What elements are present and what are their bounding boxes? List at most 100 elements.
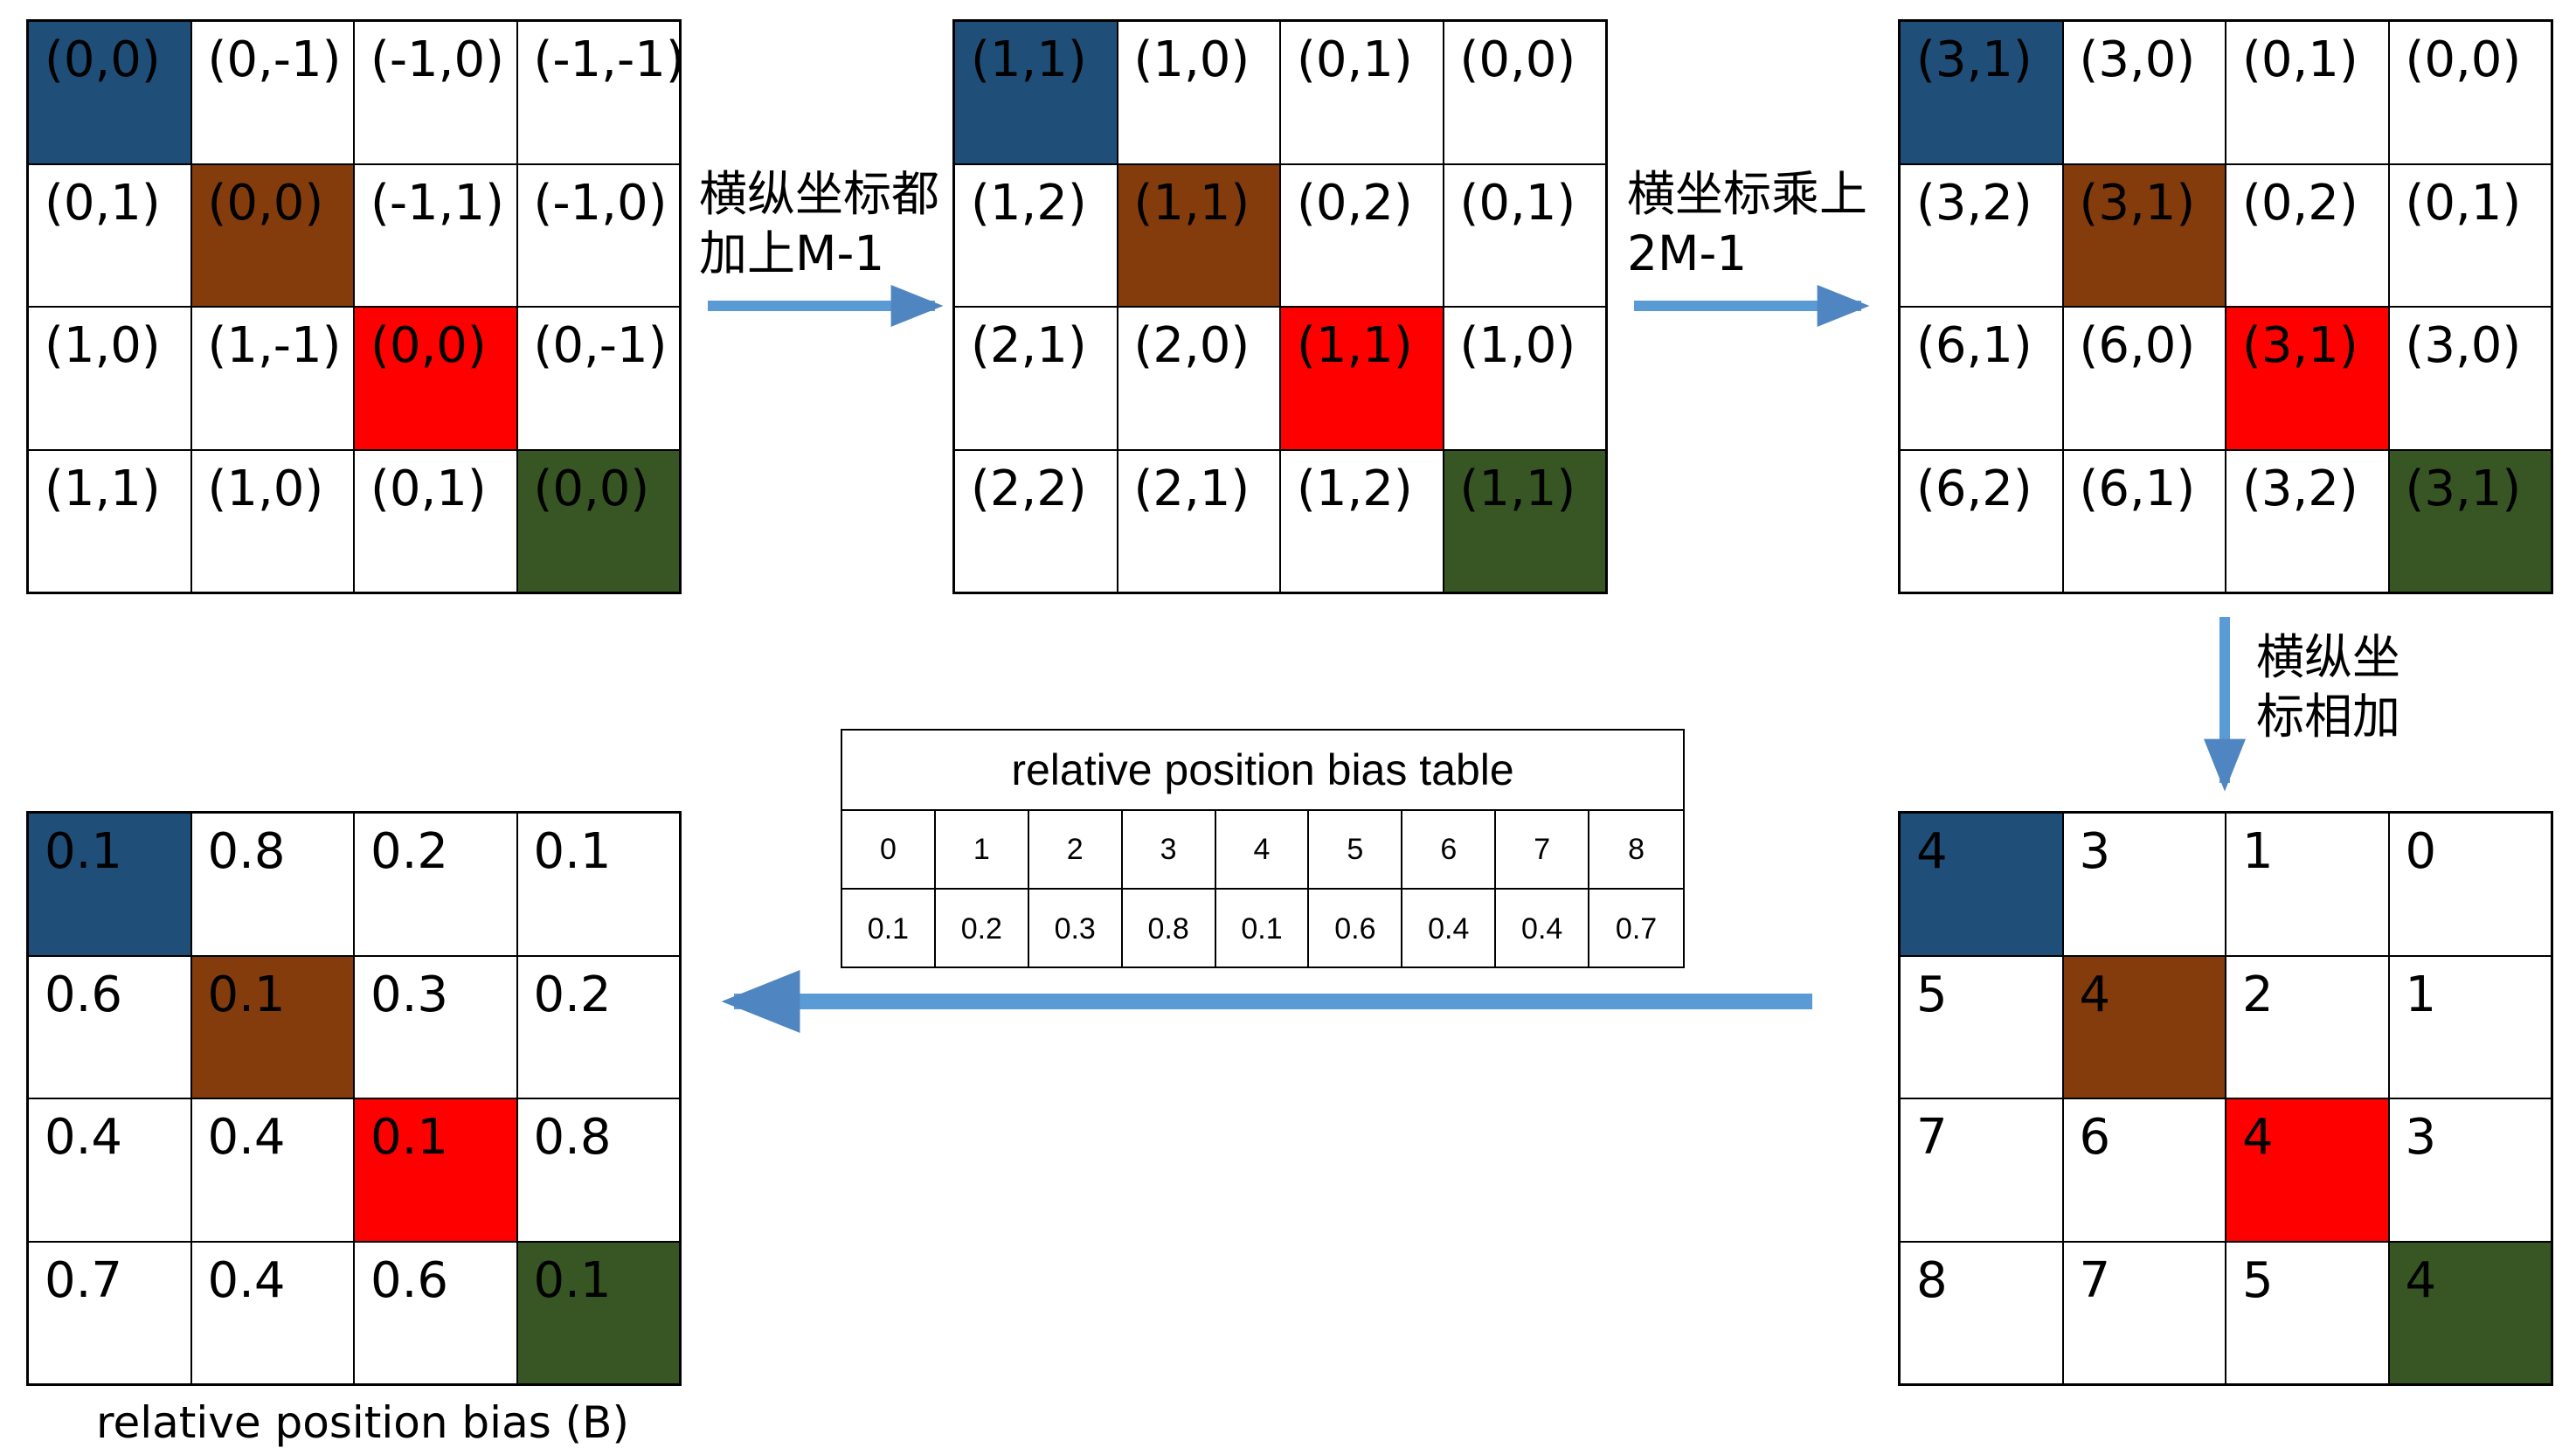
grid-cell-value: (2,1) — [1133, 460, 1250, 517]
step-label-line: 2M-1 — [1627, 225, 1748, 281]
grid-cell: (-1,1) — [354, 163, 517, 307]
grid-cell-value: (6,1) — [1916, 317, 2032, 374]
index-grid: 4 3 1 0 5 4 2 1 7 6 4 3 8 7 5 4 — [1898, 811, 2553, 1386]
grid-cell-value: (3,1) — [2242, 317, 2358, 374]
grid-cell-value: (-1,0) — [533, 174, 668, 232]
grid-cell-value: (3,0) — [2079, 31, 2196, 88]
grid-cell-value: 0.1 — [533, 823, 612, 880]
grid-cell-value: (0,1) — [370, 460, 487, 517]
grid-cell-value: 7 — [1916, 1109, 1948, 1166]
grid-cell-value: (2,2) — [971, 460, 1087, 517]
grid-cell-value: 4 — [2079, 966, 2111, 1023]
grid-cell: (1,-1) — [190, 307, 354, 450]
grid-cell: 5 — [1900, 955, 2063, 1098]
grid-cell: (0,1) — [2226, 21, 2389, 164]
grid-cell-value: 0.2 — [370, 823, 449, 880]
grid-cell: 5 — [2226, 1241, 2389, 1384]
grid-cell-value: (0,0) — [533, 460, 650, 517]
grid-cell: 1 — [2388, 955, 2552, 1098]
grid-cell: (3,1) — [2062, 163, 2226, 307]
grid-cell: (3,1) — [2388, 449, 2552, 592]
grid-cell: 1 — [2226, 813, 2389, 956]
grid-cell-value: (6,2) — [1916, 460, 2032, 517]
grid-cell: 0.8 — [516, 1098, 680, 1242]
grid-cell-value: 0 — [2405, 823, 2437, 880]
grid-cell: (2,2) — [954, 449, 1118, 592]
bias-table-index: 8 — [1628, 832, 1645, 866]
grid-cell-value: (3,2) — [2242, 460, 2358, 517]
grid-cell-value: 5 — [2242, 1251, 2274, 1309]
grid-cell: (3,0) — [2388, 307, 2552, 450]
grid-cell-value: (0,2) — [2242, 174, 2358, 232]
grid-cell: 4 — [2388, 1241, 2552, 1384]
grid-cell-value: (0,0) — [1459, 31, 1576, 88]
grid-cell: 4 — [1900, 813, 2063, 956]
step-label-line: 横纵坐标都 — [699, 166, 940, 222]
grid-cell-value: (0,1) — [45, 174, 161, 232]
grid-cell: 2 — [2226, 955, 2389, 1098]
grid-cell: 4 — [2062, 955, 2226, 1098]
grid-cell-value: 4 — [2405, 1251, 2437, 1309]
grid-cell-value: (1,1) — [1459, 460, 1576, 517]
grid-cell: 7 — [1900, 1098, 2063, 1242]
grid-cell-value: (-1,0) — [370, 31, 504, 88]
grid-cell: (1,1) — [28, 449, 191, 592]
step-label-multiply-row: 横坐标乘上 2M-1 — [1627, 164, 1867, 283]
bias-table-index: 4 — [1216, 811, 1310, 888]
grid-cell: (1,1) — [1280, 307, 1444, 450]
grid-cell-value: (0,1) — [1297, 31, 1413, 88]
grid-cell-value: 0.6 — [45, 966, 123, 1023]
grid-cell: (0,2) — [1280, 163, 1444, 307]
grid-cell: (3,2) — [2226, 449, 2389, 592]
grid-cell: (2,0) — [1117, 307, 1280, 450]
grid-cell: (0,0) — [28, 21, 191, 164]
grid-cell: (-1,0) — [516, 163, 680, 307]
grid-cell-value: 0.4 — [207, 1109, 286, 1166]
grid-cell-value: (1,2) — [1297, 460, 1413, 517]
grid-cell: 7 — [2062, 1241, 2226, 1384]
grid-cell: (1,0) — [28, 307, 191, 450]
grid-cell: (0,-1) — [516, 307, 680, 450]
step-label-line: 横坐标乘上 — [1627, 166, 1868, 222]
bias-table-value: 0.8 — [1123, 890, 1216, 968]
grid-cell-value: 6 — [2079, 1109, 2111, 1166]
grid-cell: (1,0) — [190, 449, 354, 592]
grid-cell-value: 7 — [2079, 1251, 2111, 1309]
grid-cell: 0 — [2388, 813, 2552, 956]
grid-cell-value: 0.1 — [370, 1109, 449, 1166]
grid-cell: 0.1 — [28, 813, 191, 956]
grid-cell-value: (1,2) — [971, 174, 1087, 232]
grid-cell: (1,0) — [1117, 21, 1280, 164]
grid-cell: 0.6 — [354, 1241, 517, 1384]
grid-cell-value: (1,-1) — [207, 317, 342, 374]
grid-cell: (0,-1) — [190, 21, 354, 164]
grid-cell: (6,2) — [1900, 449, 2063, 592]
grid-cell: (6,0) — [2062, 307, 2226, 450]
bias-table-value: 0.7 — [1615, 911, 1658, 946]
grid-cell: (3,0) — [2062, 21, 2226, 164]
bias-table-value: 0.2 — [936, 890, 1029, 968]
bias-table-value: 0.1 — [842, 890, 936, 968]
grid-cell-value: 0.1 — [45, 823, 123, 880]
bias-table-value: 0.4 — [1402, 890, 1497, 968]
grid-cell: (1,2) — [954, 163, 1118, 307]
grid-cell-value: (-1,1) — [370, 174, 504, 232]
grid-cell: 0.6 — [28, 955, 191, 1098]
grid-cell: (0,1) — [1280, 21, 1444, 164]
bias-table-index: 7 — [1496, 811, 1590, 888]
grid-cell-value: (0,1) — [2242, 31, 2358, 88]
grid-cell-value: 2 — [2242, 966, 2274, 1023]
grid-cell: 0.8 — [190, 813, 354, 956]
grid-cell-value: 0.7 — [45, 1251, 123, 1309]
grid-cell: (0,1) — [1443, 163, 1606, 307]
grid-cell-value: (6,0) — [2079, 317, 2196, 374]
grid-cell: (1,1) — [1117, 163, 1280, 307]
grid-cell: (6,1) — [2062, 449, 2226, 592]
grid-cell-value: (1,0) — [1133, 31, 1250, 88]
grid-cell: (-1,-1) — [516, 21, 685, 164]
grid-cell-value: (2,1) — [971, 317, 1087, 374]
relative-coords-grid: (0,0) (0,-1) (-1,0) (-1,-1) (0,1) (0,0) (-1,1)… — [26, 19, 685, 594]
